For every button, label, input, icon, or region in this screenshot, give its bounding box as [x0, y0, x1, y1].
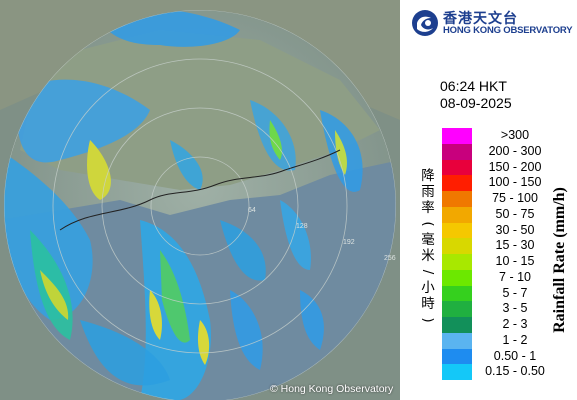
legend-label: >300: [500, 128, 530, 142]
legend-swatch: [442, 301, 472, 317]
legend-label: 150 - 200: [488, 159, 542, 174]
legend-swatch: [442, 254, 472, 270]
legend-swatch: [442, 269, 472, 286]
legend-label: 50 - 75: [495, 206, 535, 221]
legend-swatch: [442, 348, 472, 365]
legend-row: 1 - 2: [442, 332, 572, 349]
legend-row: 75 - 100: [442, 191, 572, 207]
legend-label: 3 - 5: [502, 301, 528, 316]
legend-label: 100 - 150: [488, 175, 542, 190]
legend-swatch: [442, 128, 472, 144]
ring-label-64: 64: [248, 207, 256, 214]
legend-row: 50 - 75: [442, 206, 572, 223]
observation-time: 06:24 HKT: [440, 78, 507, 94]
range-rings: [4, 10, 396, 400]
radar-map: 64 128 192 256 © Hong Kong Observatory: [0, 0, 400, 400]
legend-label: 200 - 300: [488, 143, 542, 158]
org-name-en: HONG KONG OBSERVATORY: [443, 25, 573, 36]
legend-swatch: [442, 159, 472, 176]
legend-row: 10 - 15: [442, 254, 572, 270]
legend-label: 0.15 - 0.50: [485, 364, 545, 379]
legend-swatch: [442, 317, 472, 333]
radar-imagery: 64 128 192 256: [0, 0, 400, 400]
legend-row: 30 - 50: [442, 222, 572, 239]
legend-label: 30 - 50: [495, 222, 535, 237]
copyright-notice: © Hong Kong Observatory: [270, 383, 394, 395]
legend-row: >300: [442, 128, 572, 144]
legend-label: 10 - 15: [495, 254, 535, 268]
legend-row: 150 - 200: [442, 159, 572, 176]
legend-row: 7 - 10: [442, 269, 572, 286]
legend-swatch: [442, 206, 472, 223]
legend-swatch: [442, 143, 472, 160]
legend-swatch: [442, 222, 472, 239]
coastline: [59, 149, 341, 231]
ring-label-128: 128: [296, 223, 308, 230]
legend-label: 2 - 3: [502, 317, 528, 331]
legend-row: 3 - 5: [442, 301, 572, 317]
legend-row: 2 - 3: [442, 317, 572, 333]
ring-label-192: 192: [343, 239, 355, 246]
hko-logo-icon: [412, 10, 438, 36]
legend-title-en: Rainfall Rate (mm/h): [551, 187, 568, 333]
legend-row: 0.50 - 1: [442, 348, 572, 365]
legend-swatch: [442, 191, 472, 207]
legend-title-zh: 降雨率(毫米 / 小時): [420, 168, 436, 323]
legend-label: 0.50 - 1: [493, 348, 537, 363]
observation-date: 08-09-2025: [440, 95, 512, 111]
legend-label: 15 - 30: [495, 238, 535, 253]
rainfall-legend: >300 200 - 300 150 - 200 100 - 150 75 - 100 5…: [442, 128, 572, 380]
legend-label: 1 - 2: [502, 332, 528, 347]
legend-swatch: [442, 285, 472, 302]
org-name-zh: 香港天文台: [443, 11, 518, 27]
legend-row: 5 - 7: [442, 285, 572, 302]
legend-row: 200 - 300: [442, 143, 572, 160]
legend-swatch: [442, 238, 472, 254]
legend-row: 0.15 - 0.50: [442, 364, 572, 380]
ring-label-256: 256: [384, 255, 396, 262]
legend-swatch: [442, 364, 472, 380]
legend-label: 75 - 100: [492, 191, 538, 205]
legend-label: 7 - 10: [499, 269, 531, 284]
legend-label: 5 - 7: [502, 285, 528, 300]
legend-row: 15 - 30: [442, 238, 572, 254]
legend-swatch: [442, 332, 472, 349]
legend-row: 100 - 150: [442, 175, 572, 191]
legend-panel: 香港天文台 HONG KONG OBSERVATORY 06:24 HKT 08…: [400, 0, 577, 400]
legend-swatch: [442, 175, 472, 191]
